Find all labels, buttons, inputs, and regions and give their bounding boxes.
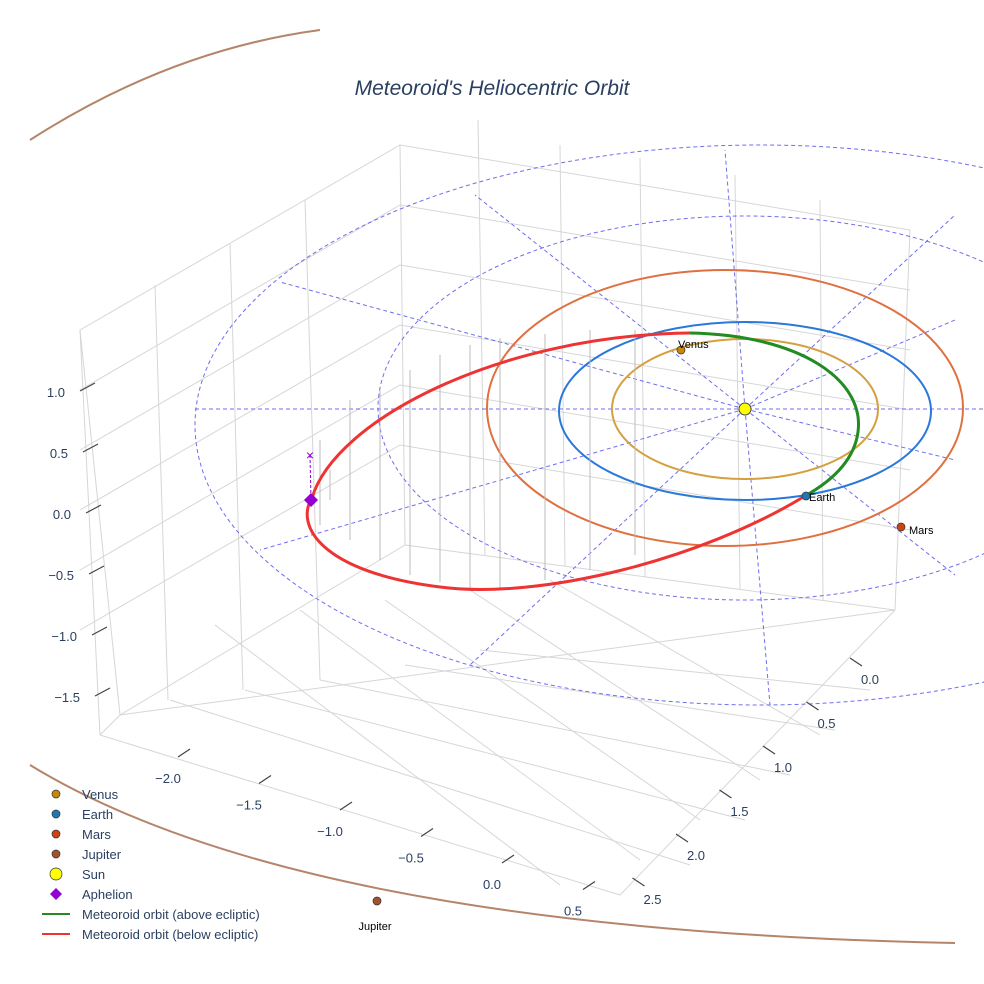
meteoroid-orbit-above	[689, 331, 860, 498]
venus-label: Venus	[678, 339, 709, 351]
aphelion-projection-marker: ×	[306, 447, 314, 463]
x-tick-label: −2.0	[155, 771, 181, 786]
y-tick-mark	[762, 745, 776, 755]
jupiter-label: Jupiter	[358, 921, 391, 933]
jupiter-orbit	[29, 29, 956, 944]
x-tick-mark	[582, 881, 596, 890]
legend-label: Meteoroid orbit (above ecliptic)	[82, 907, 260, 922]
earth-marker[interactable]	[801, 491, 811, 501]
legend-diamond-icon	[50, 888, 62, 900]
mars-orbit	[486, 269, 964, 547]
y-tick-label: 2.0	[687, 848, 705, 863]
legend-item[interactable]: Venus	[51, 787, 119, 802]
y-tick-mark	[719, 789, 732, 799]
legend-item[interactable]: Meteoroid orbit (below ecliptic)	[42, 927, 258, 942]
legend-circle-icon	[51, 829, 61, 839]
z-tick-label: −0.5	[48, 568, 74, 583]
legend-item[interactable]: Mars	[51, 827, 111, 842]
legend: Venus Earth Mars Jupiter Sun Aphelion Meteoroi…	[42, 787, 260, 942]
chart-title: Meteoroid's Heliocentric Orbit	[355, 77, 631, 100]
x-tick-label: −1.5	[236, 798, 262, 813]
y-tick-label: 1.5	[730, 804, 748, 819]
x-tick-label: 0.0	[483, 877, 501, 892]
y-tick-label: 2.5	[643, 892, 661, 907]
earth-orbit	[558, 321, 932, 501]
z-tick-mark	[94, 687, 111, 697]
x-tick-label: −0.5	[398, 851, 424, 866]
legend-item[interactable]: Jupiter	[51, 847, 122, 862]
mars-label: Mars	[909, 525, 934, 537]
legend-label: Venus	[82, 787, 119, 802]
legend-circle-icon	[51, 789, 61, 799]
x-tick-mark	[420, 828, 434, 837]
z-tick-mark	[79, 382, 96, 392]
meteoroid-drop-lines	[319, 330, 636, 588]
z-tick-label: −1.5	[54, 690, 80, 705]
legend-label: Aphelion	[82, 887, 133, 902]
y-tick-mark	[675, 833, 689, 843]
legend-item[interactable]: Earth	[51, 807, 113, 822]
x-tick-label: −1.0	[317, 824, 343, 839]
legend-item[interactable]: Sun	[49, 867, 105, 882]
z-tick-mark	[88, 565, 105, 575]
aphelion-drop-line	[309, 454, 312, 501]
y-tick-label: 0.5	[817, 716, 835, 731]
y-tick-mark	[806, 701, 819, 711]
z-tick-label: 0.5	[50, 446, 68, 461]
z-tick-label: 0.0	[53, 507, 71, 522]
venus-marker[interactable]	[676, 345, 686, 355]
x-tick-mark	[177, 748, 191, 758]
x-tick-mark	[501, 854, 515, 864]
meteoroid-orbit-below	[305, 331, 806, 591]
legend-label: Jupiter	[82, 847, 122, 862]
z-tick-mark	[91, 626, 108, 636]
earth-label: Earth	[809, 492, 835, 504]
legend-circle-icon	[51, 809, 61, 819]
y-tick-mark	[849, 657, 863, 667]
legend-item[interactable]: Meteoroid orbit (above ecliptic)	[42, 907, 260, 922]
z-tick-label: −1.0	[51, 629, 77, 644]
y-tick-label: 0.0	[861, 672, 879, 687]
legend-circle-icon	[51, 849, 61, 859]
y-tick-mark	[632, 877, 645, 887]
x-tick-mark	[339, 801, 353, 811]
z-tick-mark	[82, 443, 99, 453]
sun-marker[interactable]	[738, 402, 752, 416]
x-tick-label: 0.5	[564, 904, 582, 919]
legend-circle-icon	[49, 867, 63, 881]
y-tick-label: 1.0	[774, 760, 792, 775]
z-tick-label: 1.0	[47, 385, 65, 400]
legend-item[interactable]: Aphelion	[50, 887, 133, 902]
aphelion-marker[interactable]	[304, 493, 318, 507]
z-tick-mark	[85, 504, 102, 514]
x-tick-mark	[258, 775, 272, 784]
mars-marker[interactable]	[896, 522, 906, 532]
grid-lines	[79, 119, 911, 896]
legend-label: Mars	[82, 827, 111, 842]
legend-label: Meteoroid orbit (below ecliptic)	[82, 927, 258, 942]
legend-label: Earth	[82, 807, 113, 822]
jupiter-marker[interactable]	[372, 896, 382, 906]
axis-ticks: −2.0 −1.5 −1.0 −0.5 0.0 0.5 0.0 0.5 1.0 1.5 2.0 2.5…	[47, 382, 879, 919]
legend-label: Sun	[82, 867, 105, 882]
